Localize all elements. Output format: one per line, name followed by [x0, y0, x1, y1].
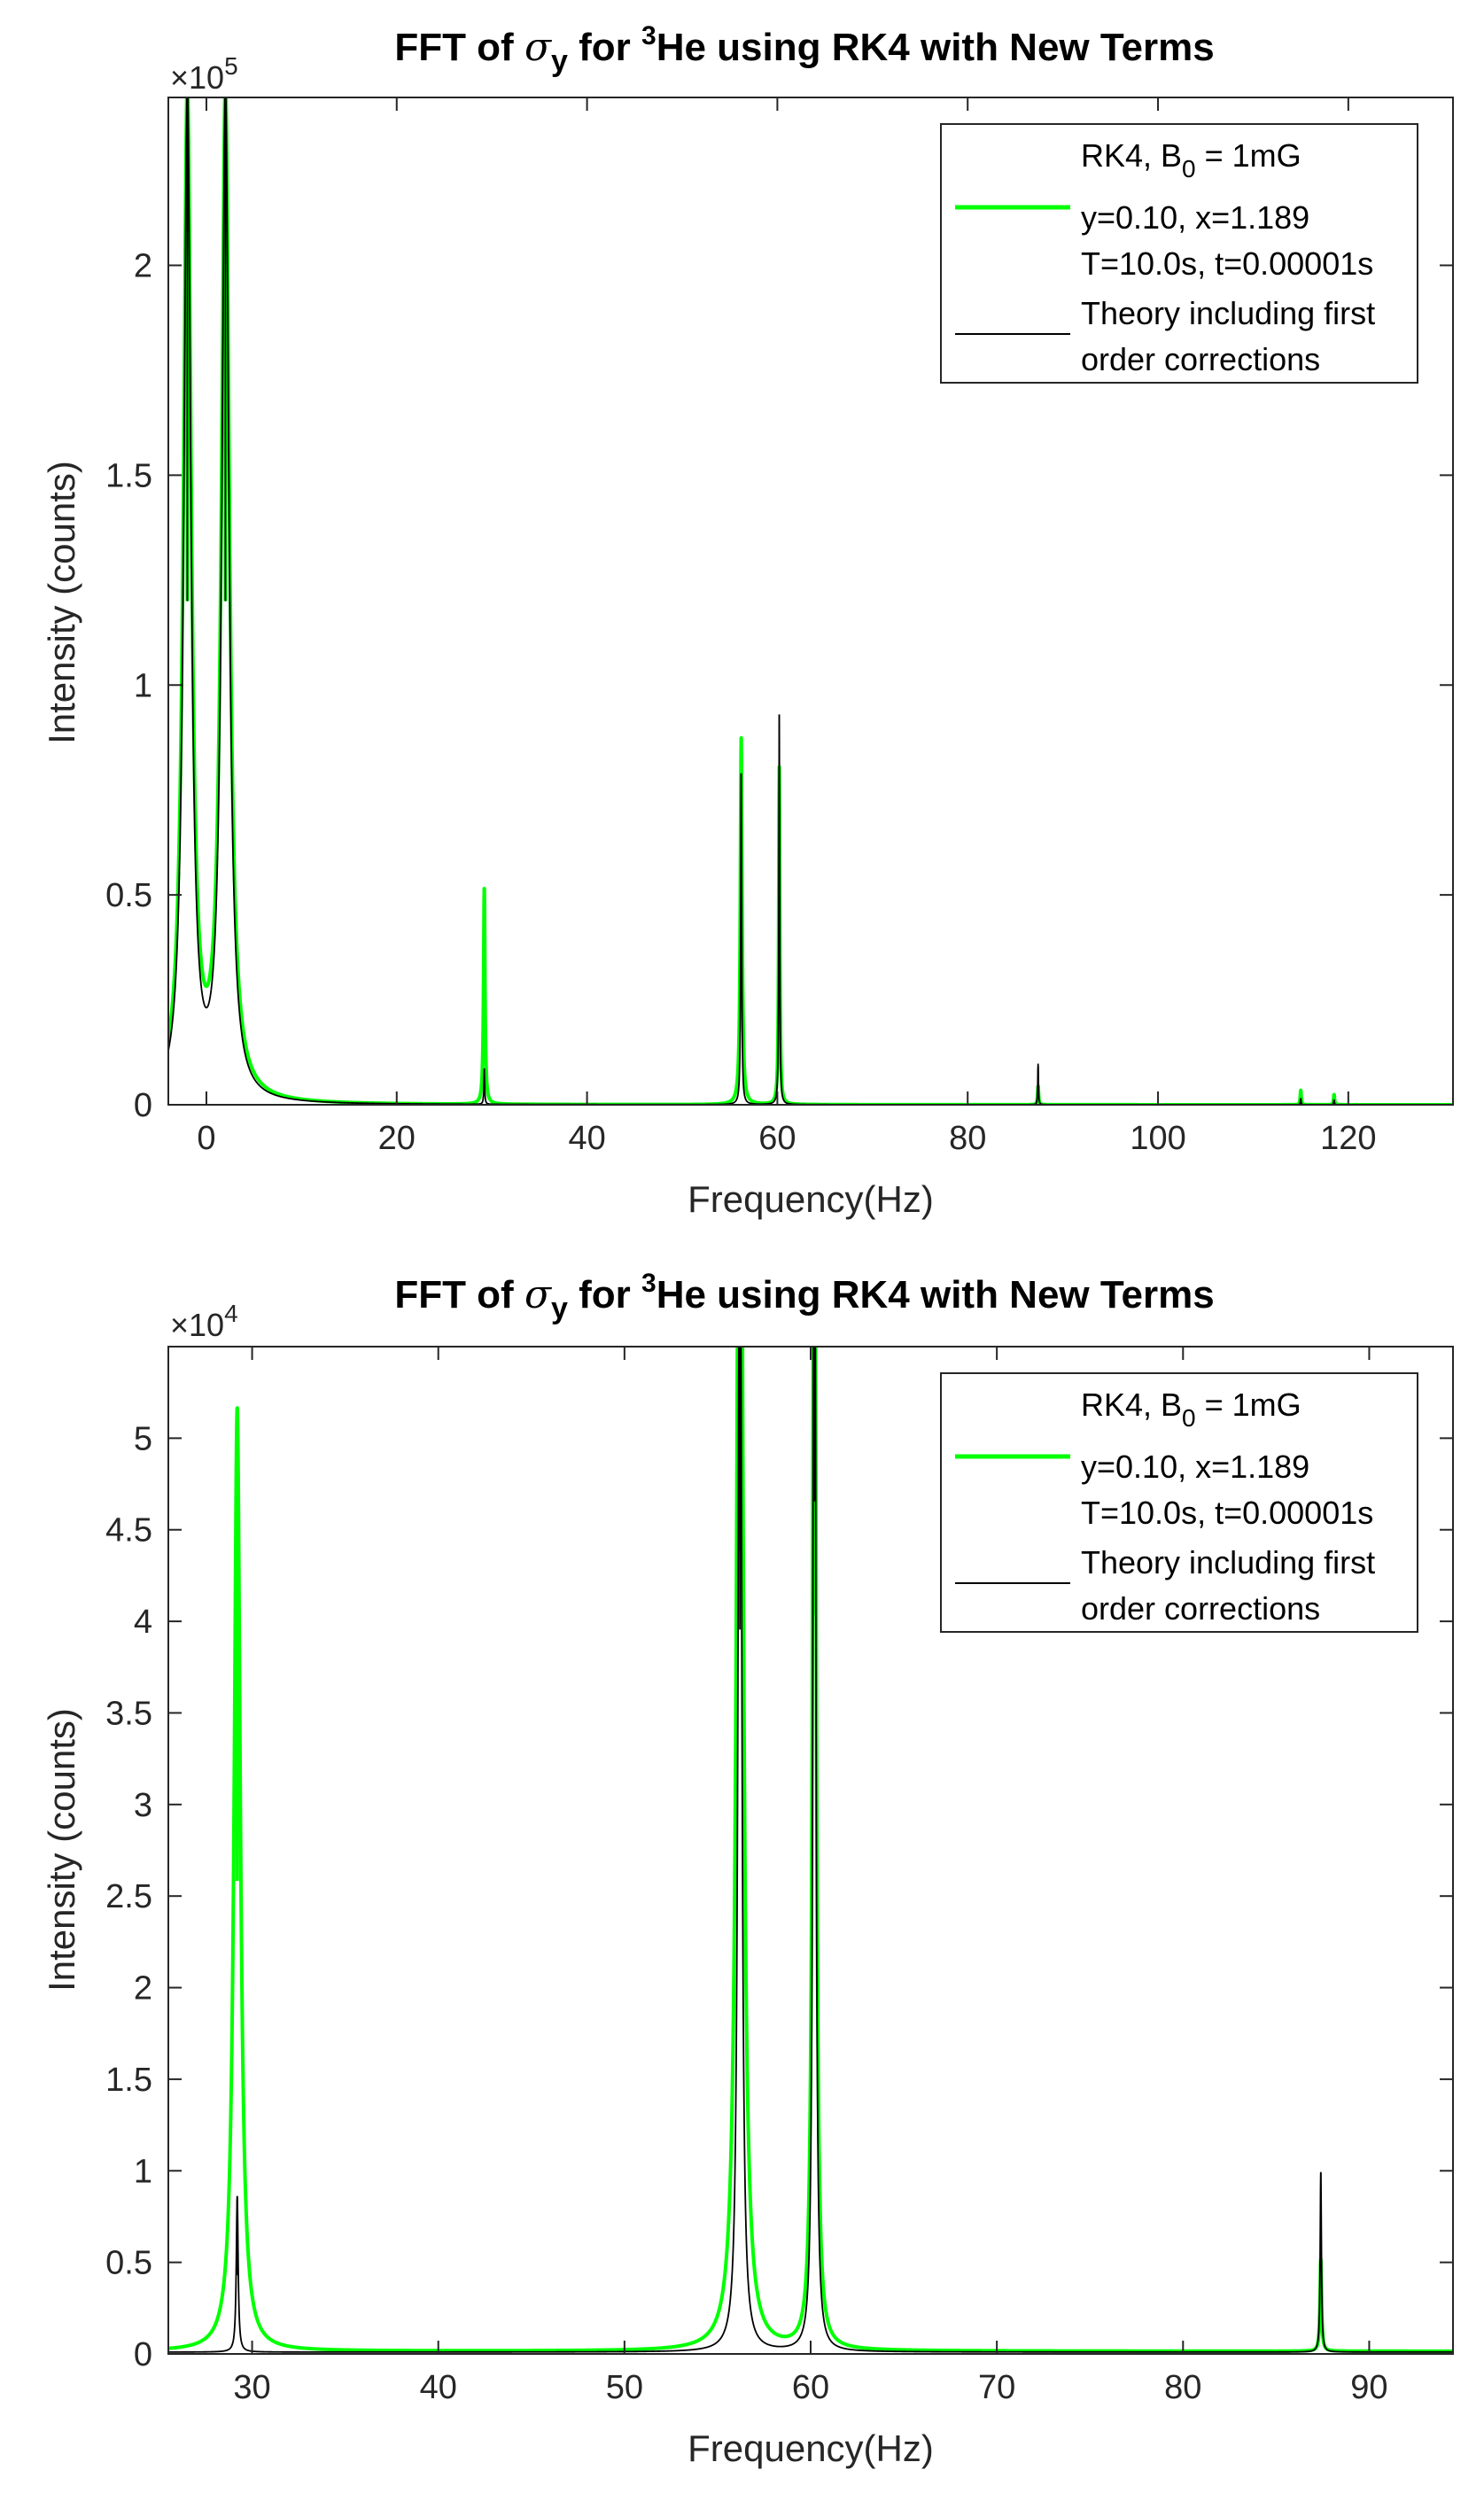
top-chart-y-tick-label: 0.5 — [105, 877, 152, 914]
top-chart-x-tick-label: 80 — [949, 1120, 986, 1157]
top-chart-x-tick-label: 120 — [1320, 1120, 1376, 1157]
top-chart-x-tick-label: 0 — [197, 1120, 215, 1157]
top-chart-legend-line3: T=10.0s, t=0.00001s — [1081, 245, 1373, 282]
bottom-chart-x-tick-label: 30 — [233, 2369, 270, 2406]
bottom-chart-y-tick-label: 0 — [134, 2336, 152, 2373]
bottom-chart-y-tick-label: 4.5 — [105, 1512, 152, 1550]
bottom-chart-title: FFT of σy for 3He using RK4 with New Ter… — [394, 1269, 1214, 1325]
top-chart-x-tick-label: 100 — [1130, 1120, 1185, 1157]
top-chart-legend: RK4, B0 = 1mG y=0.10, x=1.189 T=10.0s, t… — [940, 123, 1418, 384]
top-chart-legend-line5: order corrections — [1081, 341, 1320, 377]
bottom-chart-legend-line5: order corrections — [1081, 1590, 1320, 1627]
bottom-chart-y-tick-label: 3 — [134, 1787, 152, 1824]
bottom-chart-y-tick-label: 2.5 — [105, 1878, 152, 1915]
bottom-chart-x-tick-label: 70 — [978, 2369, 1015, 2406]
top-chart-x-tick-label: 60 — [758, 1120, 796, 1157]
bottom-chart-x-tick-label: 50 — [606, 2369, 643, 2406]
top-chart-legend-box — [940, 123, 1418, 384]
top-chart: FFT of σy for 3He using RK4 with New Ter… — [41, 21, 1454, 1220]
bottom-chart-legend-box — [940, 1372, 1418, 1633]
bottom-chart-legend-line2: y=0.10, x=1.189 — [1081, 1449, 1309, 1485]
bottom-chart-y-tick-label: 1 — [134, 2153, 152, 2190]
bottom-chart-legend-line3: T=10.0s, t=0.00001s — [1081, 1495, 1373, 1531]
bottom-chart-series-theory-line — [168, 1347, 1453, 2353]
bottom-chart-series-group — [168, 1347, 1453, 2353]
bottom-chart-legend-line4: Theory including first — [1081, 1544, 1375, 1581]
top-chart-legend-line2: y=0.10, x=1.189 — [1081, 199, 1309, 236]
bottom-chart-ticks: 30 40 50 60 70 80 90 0 0.5 1 1.5 2 2.5 3 3.5 4 4.5 5 — [105, 1347, 1453, 2406]
bottom-chart-y-tick-label: 5 — [134, 1420, 152, 1457]
top-chart-axes-box — [167, 97, 1454, 1106]
top-chart-legend-line4: Theory including first — [1081, 295, 1375, 331]
top-chart-y-tick-label: 2 — [134, 248, 152, 285]
bottom-chart-x-tick-label: 80 — [1164, 2369, 1201, 2406]
bottom-chart: FFT of σy for 3He using RK4 with New Ter… — [41, 1269, 1454, 2469]
bottom-chart-legend-line1: RK4, B0 = 1mG — [1081, 1386, 1301, 1432]
top-chart-y-exponent: ×105 — [170, 52, 238, 96]
top-chart-title: FFT of σy for 3He using RK4 with New Ter… — [394, 21, 1214, 78]
bottom-chart-y-tick-label: 2 — [134, 1970, 152, 2008]
bottom-chart-y-axis-label: Intensity (counts) — [41, 1708, 82, 1992]
top-chart-x-tick-label: 20 — [378, 1120, 416, 1157]
bottom-chart-y-tick-label: 4 — [134, 1604, 152, 1641]
top-chart-y-tick-label: 1 — [134, 667, 152, 704]
bottom-chart-x-tick-label: 40 — [420, 2369, 457, 2406]
top-chart-y-axis-label: Intensity (counts) — [41, 461, 82, 744]
bottom-chart-y-tick-label: 3.5 — [105, 1695, 152, 1732]
bottom-chart-series-rk4-line — [168, 1347, 1453, 2353]
bottom-chart-legend: RK4, B0 = 1mG y=0.10, x=1.189 T=10.0s, t… — [940, 1372, 1418, 1633]
top-chart-ticks: 0 20 40 60 80 100 120 0 0.5 1 1.5 2 — [105, 97, 1453, 1157]
bottom-chart-x-tick-label: 60 — [792, 2369, 829, 2406]
bottom-chart-x-axis-label: Frequency(Hz) — [688, 2427, 934, 2469]
bottom-chart-y-tick-label: 1.5 — [105, 2062, 152, 2099]
top-chart-y-tick-label: 1.5 — [105, 457, 152, 494]
bottom-chart-y-exponent: ×104 — [170, 1300, 238, 1343]
top-chart-legend-line1: RK4, B0 = 1mG — [1081, 137, 1301, 183]
bottom-chart-x-tick-label: 90 — [1350, 2369, 1387, 2406]
top-chart-x-axis-label: Frequency(Hz) — [688, 1178, 934, 1220]
bottom-chart-y-tick-label: 0.5 — [105, 2245, 152, 2282]
top-chart-x-tick-label: 40 — [568, 1120, 605, 1157]
top-chart-y-tick-label: 0 — [134, 1087, 152, 1124]
